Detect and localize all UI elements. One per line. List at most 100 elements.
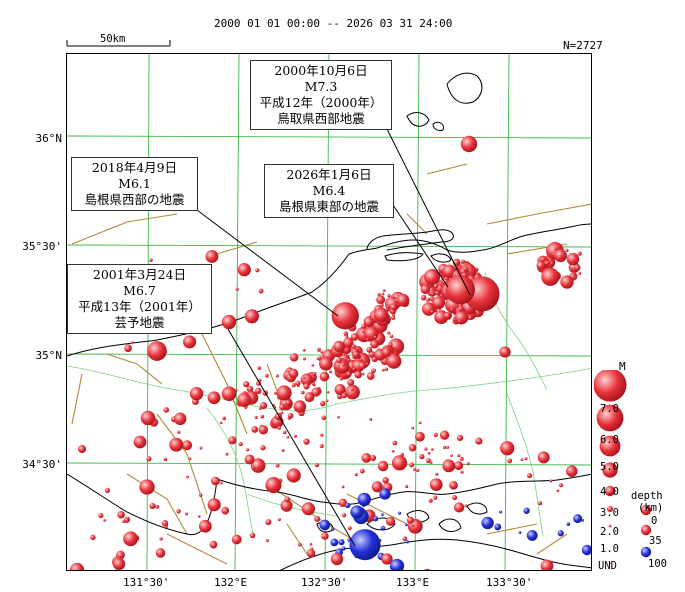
earthquake-dot [339,376,344,381]
earthquake-dot [221,314,237,330]
legend-depth-35: 35 [649,535,662,547]
legend-depth-deep-symbol [640,546,652,558]
earthquake-dot [90,534,96,541]
earthquake-dot [466,462,470,466]
earthquake-dot [405,484,409,489]
earthquake-dot [205,249,219,263]
earthquake-dot [176,508,181,514]
earthquake-dot [405,523,408,527]
legend-mag-symbol [604,485,616,497]
earthquake-dot [381,553,393,565]
earthquake-dot [365,362,369,366]
earthquake-dot [373,307,389,323]
earthquake-dot [518,531,522,534]
event-geiyo-2001 [349,529,381,561]
earthquake-dot [572,272,576,276]
earthquake-dot [311,387,321,397]
legend-mag-symbol [594,370,627,402]
oki-dogo [446,72,483,104]
earthquake-dot [500,441,515,456]
earthquake-dot [379,488,391,500]
earthquake-dot [303,383,310,390]
earthquake-dot [573,514,583,524]
earthquake-dot [286,468,301,483]
earthquake-dot [446,445,450,449]
lat-label-36n: 36°N [35,132,63,145]
fault-line [536,533,568,555]
earthquake-dot [538,501,543,506]
earthquake-dot [433,495,438,500]
earthquake-dot [219,421,223,425]
earthquake-dot [536,261,546,270]
earthquake-dot [277,517,281,522]
earthquake-dot [400,452,404,457]
earthquake-dot [133,435,147,449]
earthquake-dot [385,516,396,526]
earthquake-dot [301,390,305,395]
earthquake-dot [221,506,230,515]
earthquake-dot [373,368,377,372]
earthquake-dot [338,498,348,507]
earthquake-dot [343,337,354,348]
legend-depth-title: depth [631,490,663,502]
oki-islet [432,121,444,131]
earthquake-dot [155,505,160,509]
earthquake-dot [458,319,462,323]
earthquake-dot [334,383,346,396]
earthquake-dot [295,380,301,386]
earthquake-dot [345,502,351,509]
callout-magnitude: M6.1 [118,176,151,191]
earthquake-dot [309,542,313,546]
legend-magnitude-title: M [619,360,626,373]
callout-geiyo-2001: 2001年3月24日 M6.7 平成13年（2001年） 芸予地震 [67,264,212,334]
earthquake-dot [265,539,269,543]
earthquake-dot [578,271,582,275]
earthquake-dot [433,432,438,438]
legend-mag-2: 2.0 [600,526,619,538]
legend-mag-3: 3.0 [600,507,619,519]
earthquake-dot [328,370,332,374]
earthquake-dot [169,437,184,452]
legend-depth-unit: (km) [638,502,664,514]
earthquake-dot [183,335,197,349]
earthquake-dot [261,414,265,418]
earthquake-dot [228,436,237,445]
earthquake-dot [207,498,221,512]
earthquake-dot [254,415,258,419]
lon-label-133e: 133°E [396,576,430,589]
earthquake-dot [390,315,396,321]
earthquake-dot [577,251,582,256]
fault-line [166,533,228,565]
callout-shimane-east-2026: 2026年1月6日 M6.4 島根県東部の地震 [264,164,394,218]
earthquake-dot [397,511,402,515]
border-hiroshima-okayama [506,393,544,537]
earthquake-dot [429,461,433,464]
earthquake-dot [565,248,569,252]
fault-line [346,493,408,525]
fault-line [406,213,428,235]
earthquake-dot [524,457,528,461]
earthquake-dot [237,392,252,407]
earthquake-dot [321,415,327,421]
earthquake-dot [306,548,316,558]
earthquake-dot [411,523,415,528]
earthquake-dot [246,448,250,452]
earthquake-dot [287,412,294,419]
earthquake-dot [280,499,293,512]
earthquake-dot [345,335,349,338]
parallel-34-30 [67,462,591,466]
callout-date: 2001年3月24日 [92,267,187,282]
earthquake-dot [255,387,262,395]
callout-era: 平成12年（2000年） [259,95,383,110]
earthquake-dot [381,292,385,296]
earthquake-dot [188,457,192,461]
fault-line [286,523,308,555]
seto-island [438,518,462,532]
earthquake-dot [389,558,405,570]
callout-tottori-west-2000: 2000年10月6日 M7.3 平成12年（2000年） 鳥取県西部地震 [250,60,392,130]
earthquake-dot [320,433,324,437]
earthquake-dot [155,548,166,558]
earthquake-dot [184,512,189,516]
earthquake-dot [163,457,168,462]
earthquake-dot [450,308,454,312]
